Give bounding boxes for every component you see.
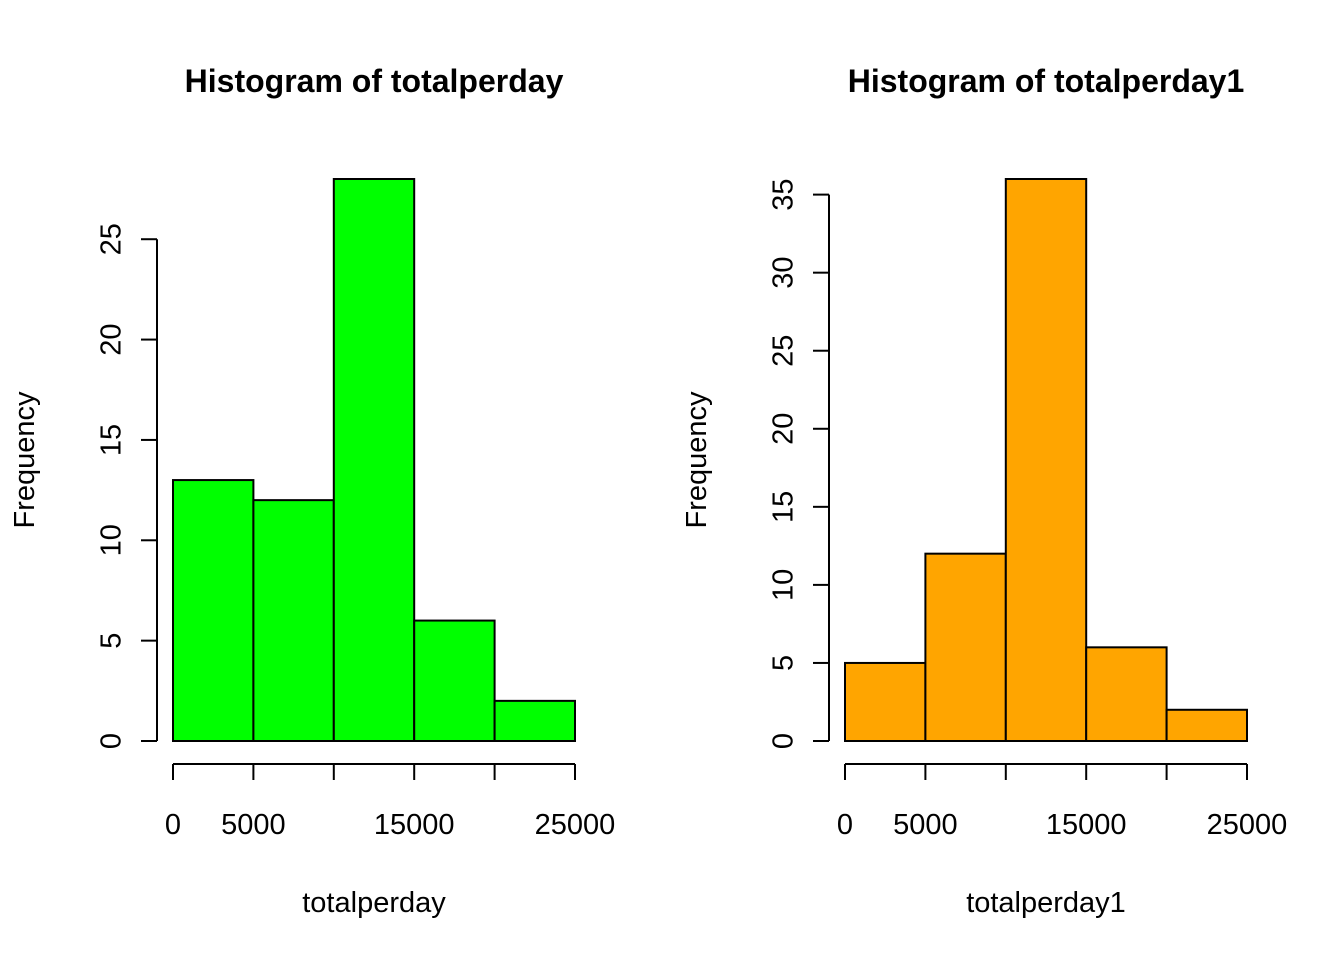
histogram-panel-totalperday: Histogram of totalperday totalperday Fre… xyxy=(9,63,615,919)
x-tick-label: 0 xyxy=(165,809,181,841)
y-tick-label: 35 xyxy=(768,178,800,210)
x-tick-label: 25000 xyxy=(1207,809,1288,841)
histogram-bar xyxy=(1165,708,1248,742)
y-tick-label: 20 xyxy=(768,413,800,445)
x-tick-label: 15000 xyxy=(1046,809,1127,841)
chart-title: Histogram of totalperday xyxy=(185,63,564,99)
histogram-bar xyxy=(332,178,416,742)
x-tick-label: 15000 xyxy=(374,809,455,841)
y-tick-label: 25 xyxy=(768,335,800,367)
y-tick-label: 5 xyxy=(768,655,800,671)
y-tick-label: 30 xyxy=(768,257,800,289)
y-tick-label: 25 xyxy=(96,223,128,255)
histogram-bar xyxy=(1085,646,1168,742)
y-tick-label: 10 xyxy=(768,569,800,601)
x-tick-label: 5000 xyxy=(893,809,958,841)
x-axis-label: totalperday1 xyxy=(966,887,1126,919)
y-tick-label: 5 xyxy=(96,633,128,649)
y-tick-label: 15 xyxy=(768,491,800,523)
histogram-bar xyxy=(844,661,927,743)
histogram-bar xyxy=(172,479,255,742)
histogram-bar xyxy=(252,499,335,742)
histogram-bar xyxy=(413,619,496,742)
histogram-panel-totalperday1: Histogram of totalperday1 totalperday1 F… xyxy=(681,63,1287,919)
y-tick-label: 0 xyxy=(768,733,800,749)
x-tick-label: 5000 xyxy=(221,809,286,841)
x-axis-label: totalperday xyxy=(302,887,446,919)
y-tick-label: 15 xyxy=(96,424,128,456)
chart-title: Histogram of totalperday1 xyxy=(848,63,1245,99)
y-axis-label: Frequency xyxy=(681,391,713,529)
y-axis-label: Frequency xyxy=(9,391,41,529)
y-tick-label: 0 xyxy=(96,733,128,749)
x-tick-label: 25000 xyxy=(535,809,616,841)
histogram-bar xyxy=(493,699,577,742)
histogram-bar xyxy=(924,552,1007,743)
x-tick-label: 0 xyxy=(837,809,853,841)
y-tick-label: 20 xyxy=(96,323,128,355)
histogram-bar xyxy=(1004,178,1088,742)
y-tick-label: 10 xyxy=(96,524,128,556)
